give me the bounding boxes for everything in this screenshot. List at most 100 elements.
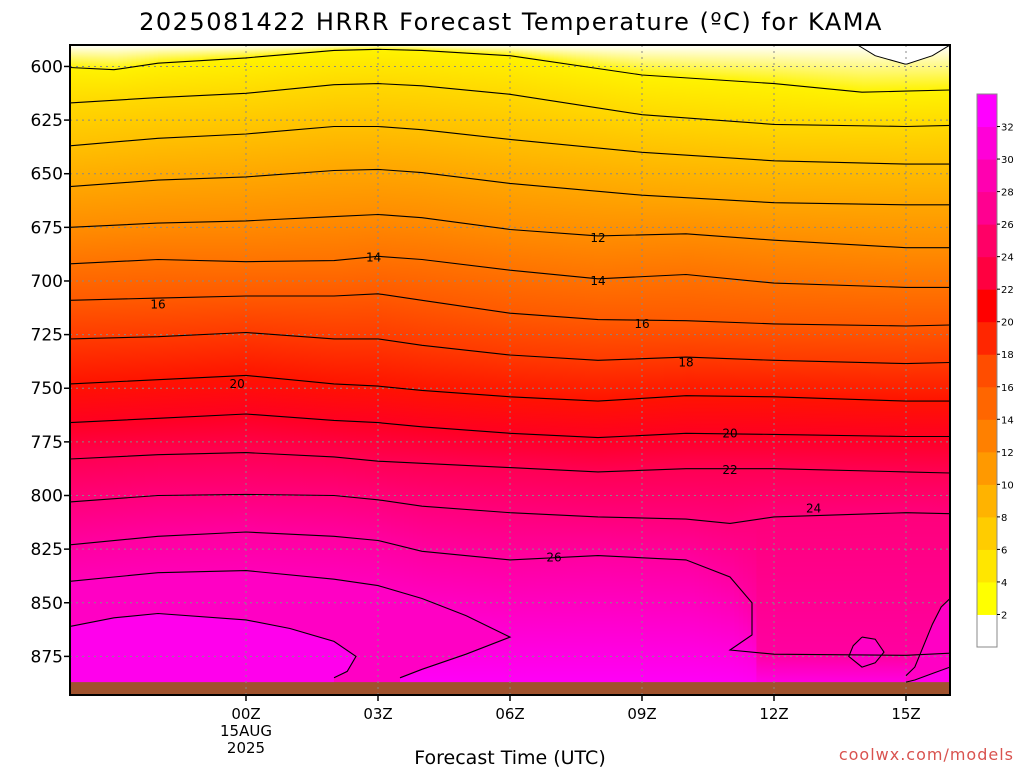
svg-text:14: 14: [366, 250, 381, 264]
colorbar-swatch: [977, 386, 997, 420]
colorbar-label: 10: [1001, 480, 1014, 491]
colorbar-swatch: [977, 549, 997, 583]
colorbar-label: 22: [1001, 285, 1014, 296]
isotherm-28: [905, 598, 950, 677]
y-tick-label: 700: [31, 272, 63, 292]
colorbar-label: 30: [1001, 155, 1014, 166]
contour-label-14: 14: [366, 250, 381, 264]
below-2c-region: [856, 45, 950, 65]
y-tick-label: 875: [31, 647, 63, 667]
colorbar-swatch: [977, 484, 997, 518]
x-axis-title: Forecast Time (UTC): [414, 747, 605, 768]
contour-label-18: 18: [678, 355, 693, 369]
contour-label-16: 16: [150, 298, 165, 312]
x-tick-label: 00Z: [231, 705, 260, 723]
colorbar-label: 4: [1001, 578, 1007, 589]
contour-label-24: 24: [806, 501, 821, 515]
contour-label-16: 16: [634, 317, 649, 331]
contour-label-14: 14: [590, 274, 605, 288]
contour-label-12: 12: [590, 231, 605, 245]
isotherm-10: [70, 213, 950, 249]
temperature-fill: [70, 45, 950, 695]
isotherm-20: [70, 413, 950, 439]
svg-text:20: 20: [722, 426, 737, 440]
isotherm-30: [70, 612, 357, 679]
svg-text:14: 14: [590, 274, 605, 288]
warm-core-30-3: [70, 613, 356, 695]
colorbar-swatch: [977, 581, 997, 615]
colorbar-swatch: [977, 419, 997, 453]
colorbar-swatch: [977, 256, 997, 290]
colorbar-label: 26: [1001, 220, 1014, 231]
grid-lines: [70, 45, 950, 695]
colorbar-swatch: [977, 289, 997, 323]
colorbar-label: 12: [1001, 448, 1014, 459]
x-tick-label: 2025: [227, 739, 265, 757]
isotherm-24: [70, 493, 950, 524]
svg-text:20: 20: [230, 377, 245, 391]
isotherm-28: [70, 570, 512, 679]
contour-label-22: 22: [722, 463, 737, 477]
plot-area: 12 14 14 16 16 18 20 20 22 24 26: [70, 45, 950, 695]
y-tick-label: 650: [31, 165, 63, 185]
colorbar-label: 18: [1001, 350, 1014, 361]
colorbar-swatch: [977, 94, 997, 128]
colorbar-label: 6: [1001, 545, 1007, 556]
contour-label-20: 20: [722, 426, 737, 440]
colorbar-label: 20: [1001, 318, 1014, 329]
colorbar-label: 24: [1001, 253, 1014, 264]
colorbar-swatch: [977, 451, 997, 485]
isotherm-26: [70, 531, 950, 656]
isotherm-22: [70, 452, 950, 474]
y-tick-label: 750: [31, 379, 63, 399]
y-tick-label: 675: [31, 218, 63, 238]
source-credit: coolwx.com/models: [839, 745, 1014, 764]
colorbar-frame: [976, 93, 998, 648]
y-tick-label: 600: [31, 57, 63, 77]
colorbar-swatch: [977, 516, 997, 550]
isotherm-28: [848, 636, 885, 668]
colorbar-label: 16: [1001, 383, 1014, 394]
warm-core-28-1: [848, 637, 884, 668]
isotherm-18: [70, 374, 950, 402]
colorbar-swatch: [977, 321, 997, 355]
colorbar-swatch: [977, 224, 997, 258]
isotherm-12: [70, 255, 950, 288]
svg-text:26: 26: [546, 551, 561, 565]
axes: 600 625 650 675 700 725 750 775 800 825 850 875 00Z 1…: [31, 44, 951, 757]
y-tick-label: 825: [31, 540, 63, 560]
colorbar-label: 2: [1001, 610, 1007, 621]
chart-title: 2025081422 HRRR Forecast Temperature (ºC…: [139, 8, 883, 36]
colorbar-swatch: [977, 191, 997, 225]
isotherm-16: [70, 331, 950, 365]
contour-label-20: 20: [230, 377, 245, 391]
colorbar-swatch: [977, 614, 997, 648]
y-tick-label: 850: [31, 594, 63, 614]
svg-text:18: 18: [678, 355, 693, 369]
isotherm-6: [70, 125, 950, 165]
svg-text:12: 12: [590, 231, 605, 245]
colorbar-swatch: [977, 159, 997, 193]
isotherm-14: [70, 293, 950, 327]
colorbar-label: 32: [1001, 123, 1014, 134]
y-tick-label: 625: [31, 111, 63, 131]
colorbar-label: 28: [1001, 188, 1014, 199]
x-tick-label: 12Z: [759, 705, 788, 723]
colorbar-swatch: [977, 126, 997, 160]
svg-text:24: 24: [806, 501, 821, 515]
y-tick-label: 800: [31, 486, 63, 506]
colorbar-label: 14: [1001, 415, 1014, 426]
isotherm-4: [70, 83, 950, 128]
x-tick-label: 06Z: [495, 705, 524, 723]
y-tick-label: 725: [31, 326, 63, 346]
x-tick-label: 09Z: [627, 705, 656, 723]
colorbar-swatch: [977, 354, 997, 388]
isotherm-lines: [70, 48, 950, 683]
svg-text:16: 16: [150, 298, 165, 312]
isotherm-30: [905, 666, 950, 683]
svg-text:16: 16: [634, 317, 649, 331]
colorbar-label: 8: [1001, 513, 1007, 524]
y-tick-label: 775: [31, 433, 63, 453]
